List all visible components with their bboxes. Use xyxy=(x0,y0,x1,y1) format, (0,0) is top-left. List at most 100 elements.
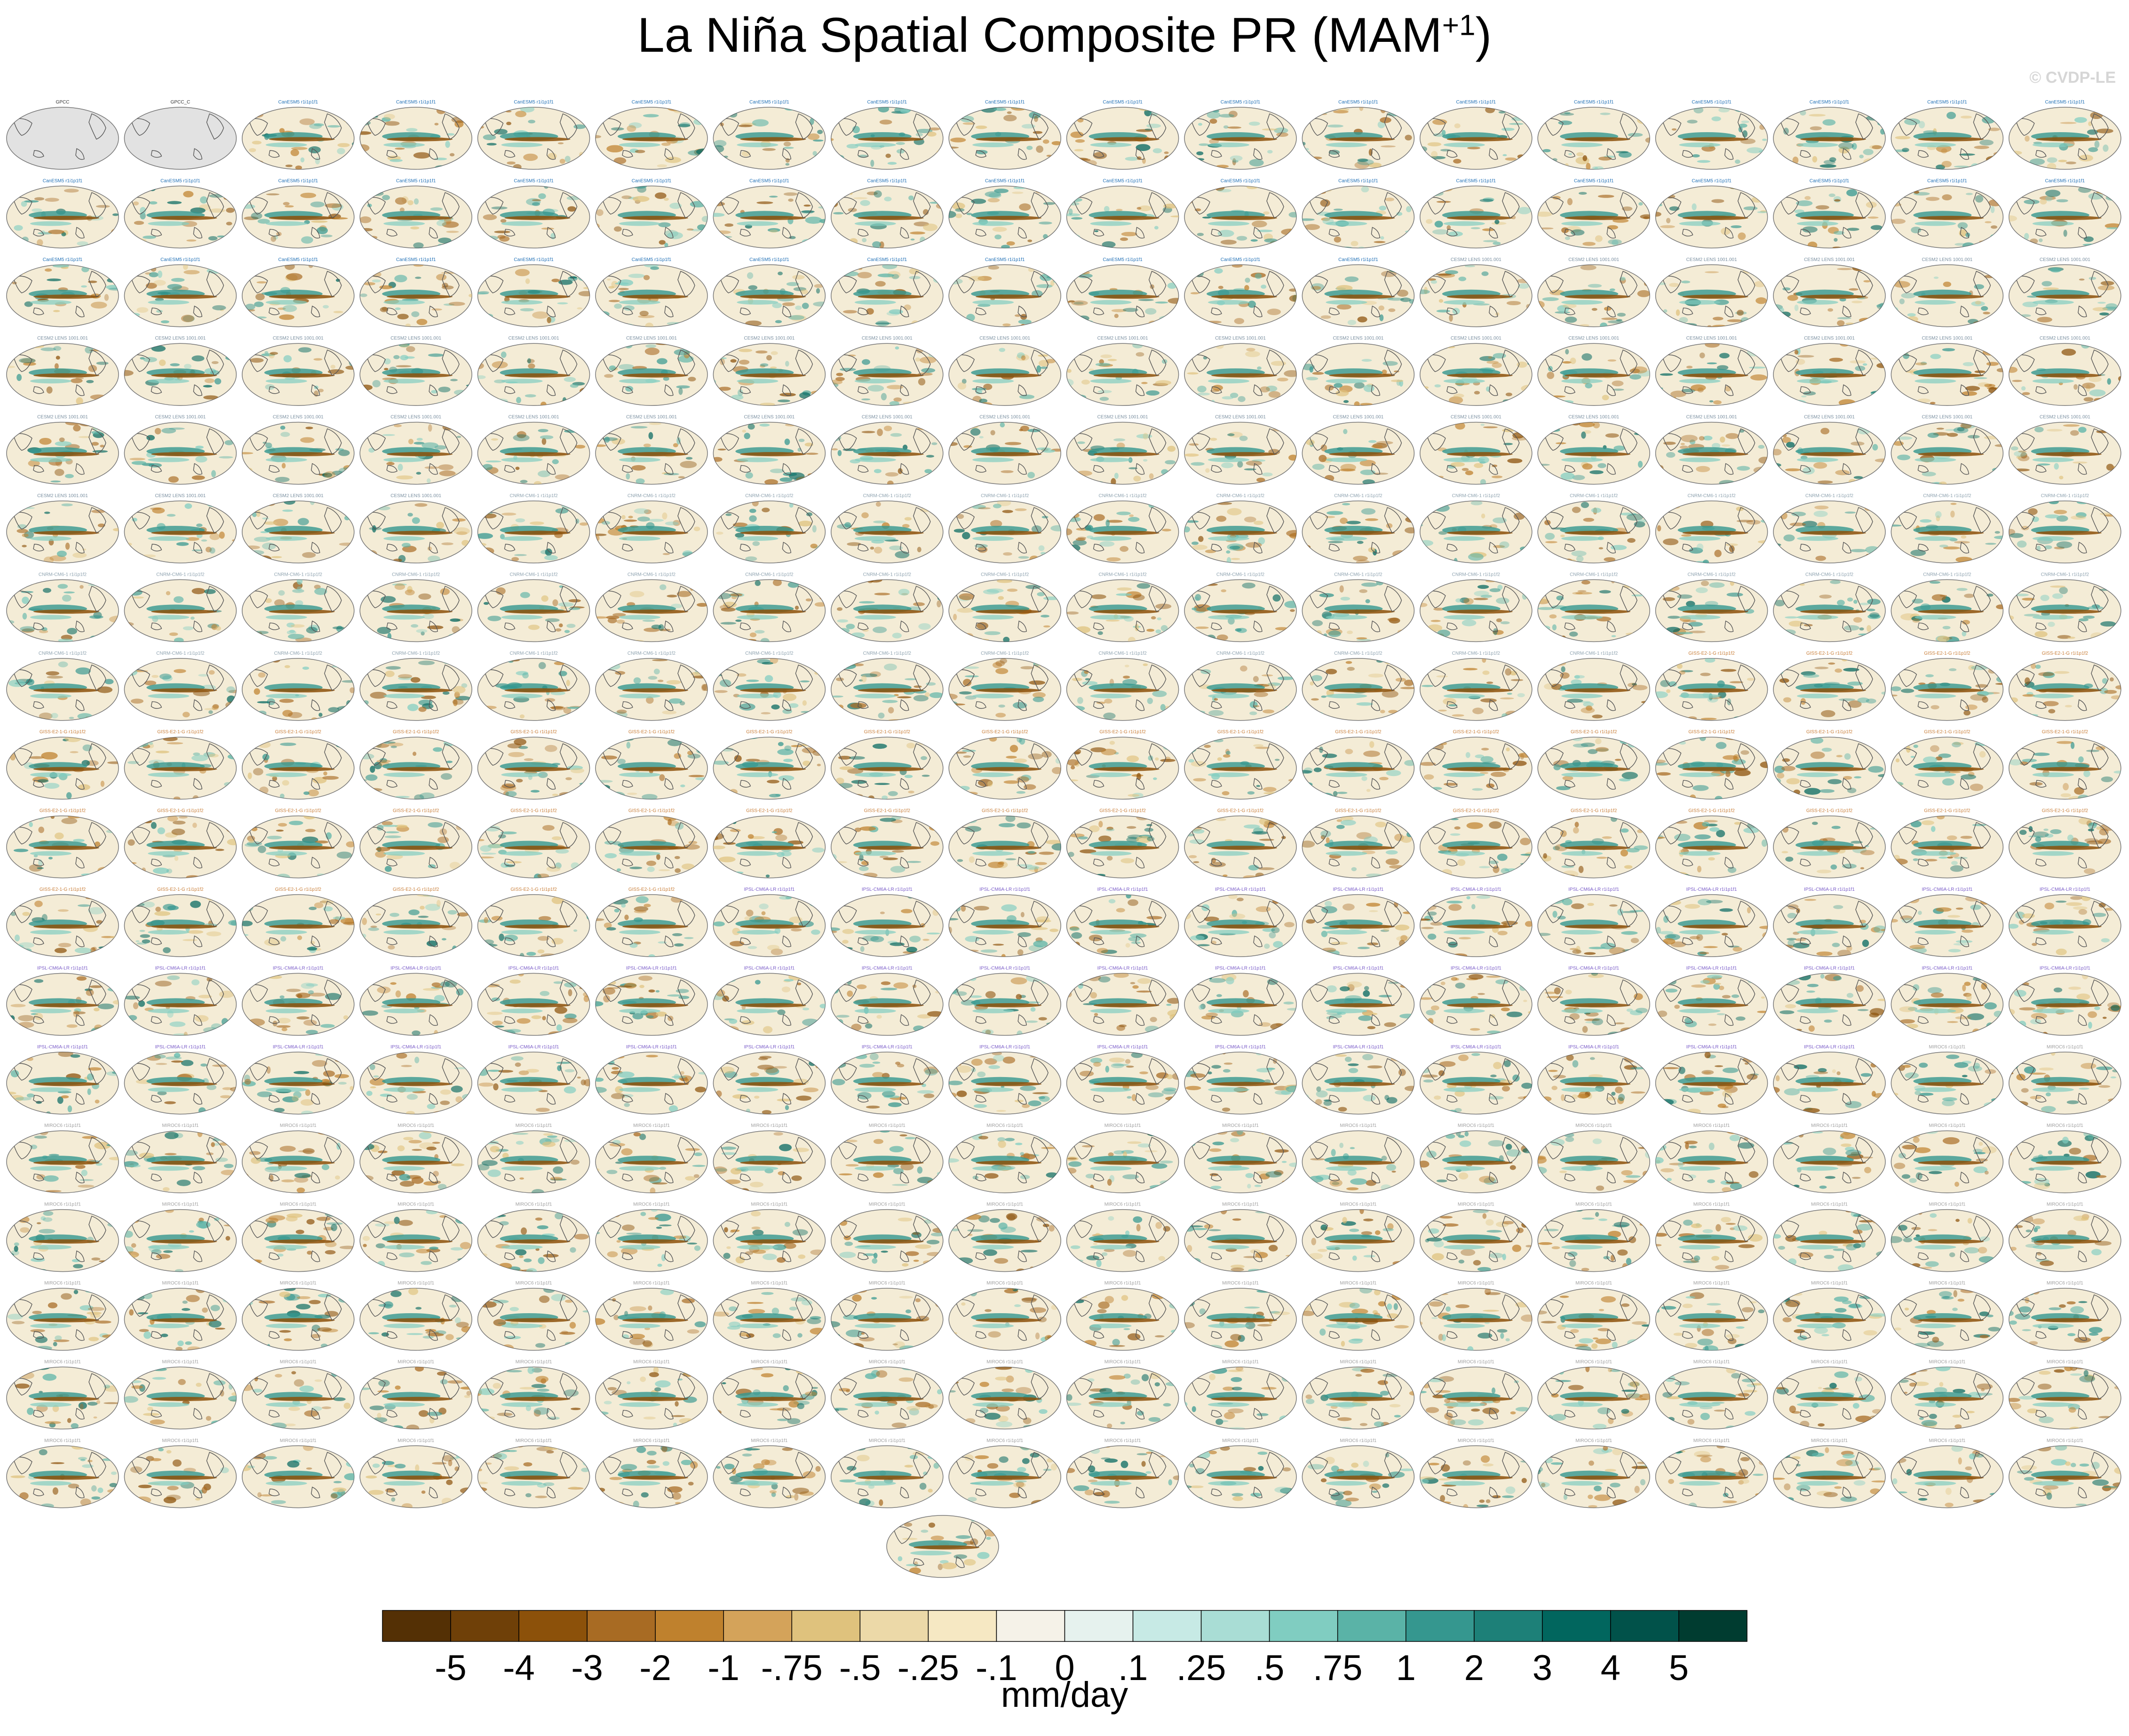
continent-outline xyxy=(269,150,280,158)
continent-outline xyxy=(1779,354,1799,372)
continent-outline xyxy=(913,428,931,455)
continent-outline xyxy=(429,856,438,869)
map-panel xyxy=(1773,185,1886,249)
panel-title: GISS-E2-1-G r1i1p1f2 xyxy=(275,729,322,735)
continent-outline xyxy=(130,197,151,215)
panel-title: CESM2 LENS 1001.001 xyxy=(37,493,88,499)
map-panel xyxy=(1420,658,1533,721)
map-panel xyxy=(1773,264,1886,327)
continent-outline xyxy=(739,150,751,158)
continent-outline xyxy=(1266,349,1284,376)
panel-title: GISS-E2-1-G r1i1p1f2 xyxy=(1688,809,1735,814)
panel-title: CESM2 LENS 1001.001 xyxy=(37,336,88,341)
continent-outline xyxy=(1253,148,1263,160)
continent-outline xyxy=(130,354,151,372)
panel-title: CNRM-CM6-1 r1i1p1f2 xyxy=(863,493,912,499)
continent-outline xyxy=(1564,386,1576,394)
continent-outline xyxy=(193,463,203,475)
continent-outline xyxy=(248,512,268,530)
continent-outline xyxy=(88,428,106,455)
continent-outline xyxy=(1855,428,1873,455)
continent-outline xyxy=(1682,308,1693,316)
panel-title: CNRM-CM6-1 r1i1p1f2 xyxy=(39,651,87,656)
continent-outline xyxy=(1191,669,1210,687)
continent-outline xyxy=(1855,507,1873,533)
continent-outline xyxy=(386,544,398,552)
panel-title: CESM2 LENS 1001.001 xyxy=(979,336,1030,341)
continent-outline xyxy=(88,270,106,297)
continent-outline xyxy=(88,664,106,691)
continent-outline xyxy=(1502,743,1520,770)
map-panel xyxy=(713,815,826,879)
continent-outline xyxy=(1682,780,1693,788)
continent-outline xyxy=(858,386,869,394)
continent-outline xyxy=(1384,270,1402,297)
continent-outline xyxy=(1308,354,1328,372)
map-panel xyxy=(1184,185,1297,249)
continent-outline xyxy=(206,349,224,376)
continent-outline xyxy=(1328,622,1340,630)
continent-outline xyxy=(1502,822,1520,848)
colorbar-swatch xyxy=(1474,1610,1543,1642)
continent-outline xyxy=(13,748,32,766)
panel-title: CESM2 LENS 1001.001 xyxy=(626,336,677,341)
continent-outline xyxy=(2078,227,2087,239)
panel-title: CanESM5 r1i1p1f1 xyxy=(160,257,200,262)
continent-outline xyxy=(1489,227,1498,239)
panel-title: CanESM5 r1i1p1f1 xyxy=(867,178,907,183)
colorbar-swatch xyxy=(1064,1610,1134,1642)
continent-outline xyxy=(1737,192,1756,219)
continent-outline xyxy=(559,507,578,533)
continent-outline xyxy=(602,197,621,215)
continent-outline xyxy=(1842,856,1851,869)
continent-outline xyxy=(324,586,342,612)
panel-title: CNRM-CM6-1 r1i1p1f2 xyxy=(1098,651,1147,656)
continent-outline xyxy=(1017,856,1027,869)
continent-outline xyxy=(75,148,85,160)
continent-outline xyxy=(858,780,869,788)
map-panel xyxy=(831,658,944,721)
continent-outline xyxy=(1093,229,1104,237)
continent-outline xyxy=(1031,586,1049,612)
continent-outline xyxy=(2078,620,2087,633)
continent-outline xyxy=(1960,856,1970,869)
map-panel xyxy=(359,421,472,485)
continent-outline xyxy=(664,541,674,554)
continent-outline xyxy=(75,541,85,554)
panel-title: GISS-E2-1-G r1i1p1f2 xyxy=(1453,729,1500,735)
continent-outline xyxy=(324,349,342,376)
panel-title: CanESM5 r1i1p1f1 xyxy=(1810,178,1850,183)
continent-outline xyxy=(442,664,460,691)
continent-outline xyxy=(1917,150,1929,158)
panel-title: CNRM-CM6-1 r1i1p1f2 xyxy=(981,572,1029,577)
continent-outline xyxy=(1135,227,1145,239)
panel-title: GISS-E2-1-G r1i1p1f2 xyxy=(1099,809,1146,814)
map-panel xyxy=(1537,343,1650,406)
continent-outline xyxy=(955,512,975,530)
continent-outline xyxy=(1973,586,1991,612)
continent-outline xyxy=(442,270,460,297)
continent-outline xyxy=(1253,778,1263,790)
continent-outline xyxy=(1544,590,1564,609)
panel-title: CESM2 LENS 1001.001 xyxy=(37,415,88,420)
continent-outline xyxy=(546,856,556,869)
continent-outline xyxy=(1253,305,1263,317)
panel-title: CESM2 LENS 1001.001 xyxy=(1804,415,1855,420)
panel-title: CanESM5 r1i1p1f1 xyxy=(43,178,83,183)
continent-outline xyxy=(429,699,438,711)
continent-outline xyxy=(622,386,633,394)
map-panel xyxy=(948,185,1061,249)
continent-outline xyxy=(1211,858,1222,866)
continent-outline xyxy=(1253,699,1263,711)
panel-title: GISS-E2-1-G r1i1p1f2 xyxy=(393,729,439,735)
continent-outline xyxy=(1682,701,1693,709)
continent-outline xyxy=(1779,669,1799,687)
continent-outline xyxy=(1308,118,1328,136)
continent-outline xyxy=(386,150,398,158)
continent-outline xyxy=(75,856,85,869)
colorbar-swatch xyxy=(450,1610,519,1642)
panel-title: CESM2 LENS 1001.001 xyxy=(2040,257,2090,262)
continent-outline xyxy=(1135,305,1145,317)
panel-title: CNRM-CM6-1 r1i1p1f2 xyxy=(392,651,440,656)
panel-title: CNRM-CM6-1 r1i1p1f2 xyxy=(1098,493,1147,499)
